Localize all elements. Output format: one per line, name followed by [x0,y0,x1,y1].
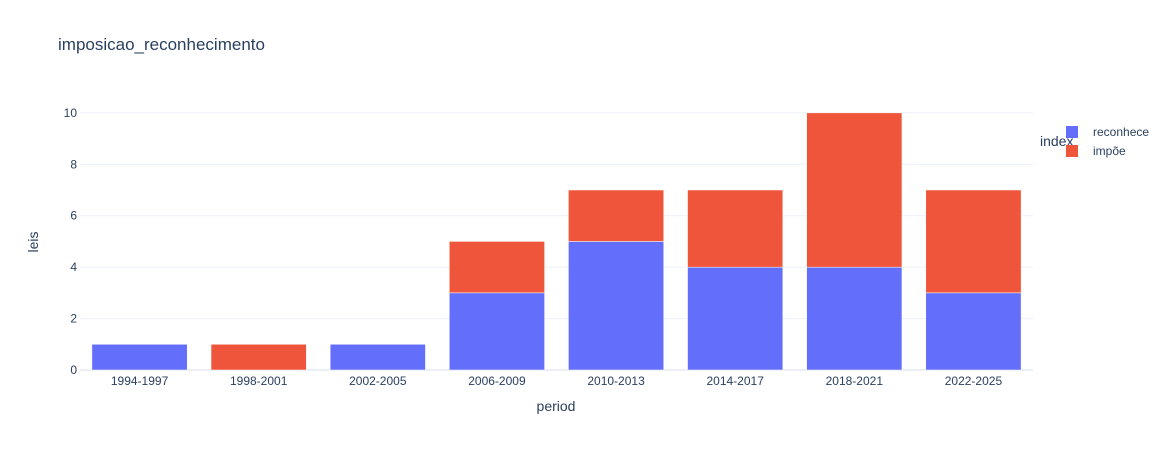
x-axis-ticks: 1994-1997 1998-2001 2002-2005 2006-2009 2010… [111,374,1003,388]
x-tick-label: 2006-2009 [468,374,526,388]
bar-impoe[interactable] [449,241,544,292]
legend-label[interactable]: reconhece [1093,125,1149,139]
bar-reconhece[interactable] [568,241,663,370]
legend-items: reconhece impõe [1066,125,1149,158]
y-axis-title: leis [25,231,41,252]
x-tick-label: 2018-2021 [826,374,884,388]
y-tick-label: 4 [70,260,77,274]
bar-impoe[interactable] [926,190,1021,293]
y-tick-label: 6 [70,209,77,223]
legend-swatch[interactable] [1066,126,1078,138]
y-tick-label: 8 [70,157,77,171]
bar-reconhece[interactable] [807,267,902,370]
y-tick-label: 10 [64,106,78,120]
y-tick-label: 0 [70,363,77,377]
bar-impoe[interactable] [807,113,902,267]
y-axis-ticks: 0 2 4 6 8 10 [64,106,78,377]
x-tick-label: 1998-2001 [230,374,288,388]
bar-impoe[interactable] [568,190,663,241]
y-tick-label: 2 [70,312,77,326]
bar-reconhece[interactable] [92,344,187,370]
bar-reconhece[interactable] [688,267,783,370]
x-tick-label: 2002-2005 [349,374,407,388]
x-tick-label: 1994-1997 [111,374,169,388]
legend-swatch[interactable] [1066,145,1078,157]
x-tick-label: 2010-2013 [587,374,645,388]
bar-reconhece[interactable] [926,293,1021,370]
x-tick-label: 2022-2025 [945,374,1003,388]
chart-title: imposicao_reconhecimento [58,35,265,54]
bar-reconhece[interactable] [330,344,425,370]
bars [92,113,1021,370]
x-tick-label: 2014-2017 [706,374,764,388]
bar-reconhece[interactable] [449,293,544,370]
x-axis-title: period [537,398,576,414]
bar-impoe[interactable] [688,190,783,267]
legend-label[interactable]: impõe [1093,144,1126,158]
bar-impoe[interactable] [211,344,306,370]
